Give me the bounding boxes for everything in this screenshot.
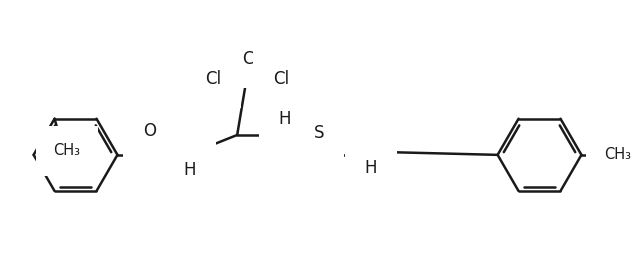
Text: N: N — [183, 146, 196, 164]
Text: N: N — [365, 143, 377, 161]
Text: O: O — [143, 122, 156, 140]
Text: CH₃: CH₃ — [53, 143, 80, 158]
Text: H: H — [183, 161, 196, 179]
Text: H: H — [365, 159, 377, 177]
Text: H: H — [279, 110, 291, 128]
Text: Cl: Cl — [242, 51, 258, 68]
Text: S: S — [314, 124, 324, 142]
Text: CH₃: CH₃ — [604, 147, 631, 162]
Text: Cl: Cl — [205, 70, 221, 88]
Text: Cl: Cl — [273, 70, 289, 88]
Text: N: N — [279, 126, 291, 144]
